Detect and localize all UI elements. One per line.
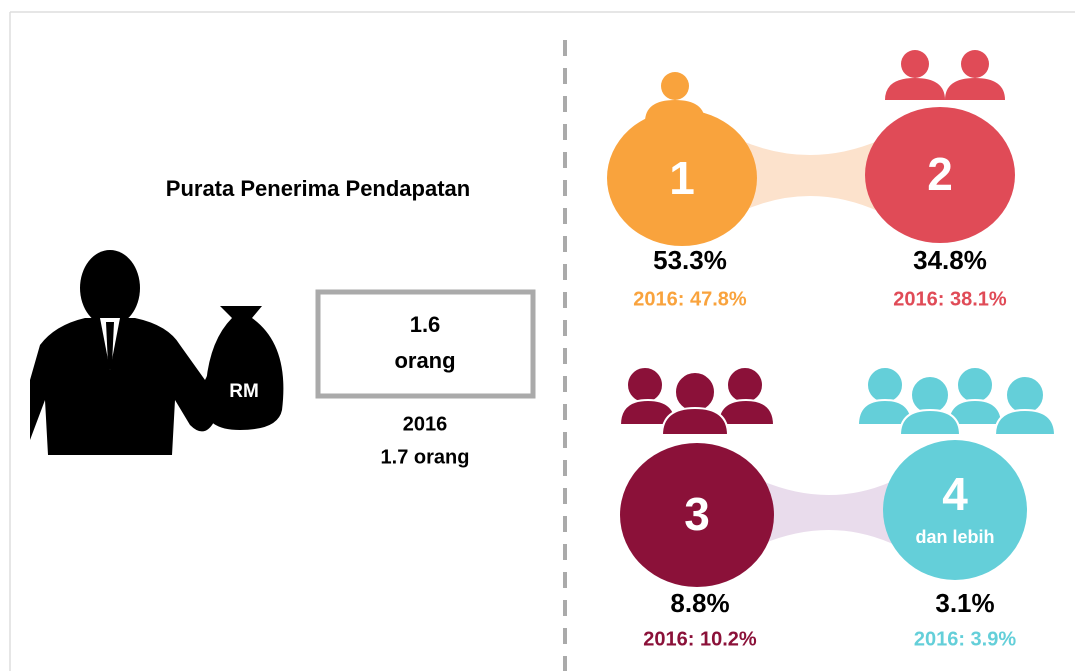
previous-year: 2016 — [403, 413, 448, 435]
previous-share: 2016: 10.2% — [643, 628, 757, 650]
bag-label: RM — [229, 381, 259, 402]
value-box — [318, 292, 533, 396]
connector — [760, 480, 895, 545]
group-number: 2 — [927, 148, 953, 200]
share: 34.8% — [913, 245, 987, 275]
current-value: 1.6 — [410, 312, 441, 337]
man-icon — [30, 250, 283, 455]
previous-share: 2016: 3.9% — [914, 628, 1017, 650]
infographic: Purata Penerima Pendapatan RM 1.6 orang … — [0, 0, 1075, 671]
previous-share: 2016: 38.1% — [893, 288, 1007, 310]
group-number: 3 — [684, 488, 710, 540]
title: Purata Penerima Pendapatan — [166, 176, 470, 201]
share: 3.1% — [935, 588, 994, 618]
group-sublabel: dan lebih — [915, 527, 994, 547]
current-unit: orang — [394, 348, 455, 373]
group-number: 1 — [669, 152, 695, 204]
share: 8.8% — [670, 588, 729, 618]
previous-value: 1.7 orang — [381, 446, 470, 468]
group-number: 4 — [942, 468, 968, 520]
connector — [740, 140, 880, 212]
share: 53.3% — [653, 245, 727, 275]
previous-share: 2016: 47.8% — [633, 288, 747, 310]
